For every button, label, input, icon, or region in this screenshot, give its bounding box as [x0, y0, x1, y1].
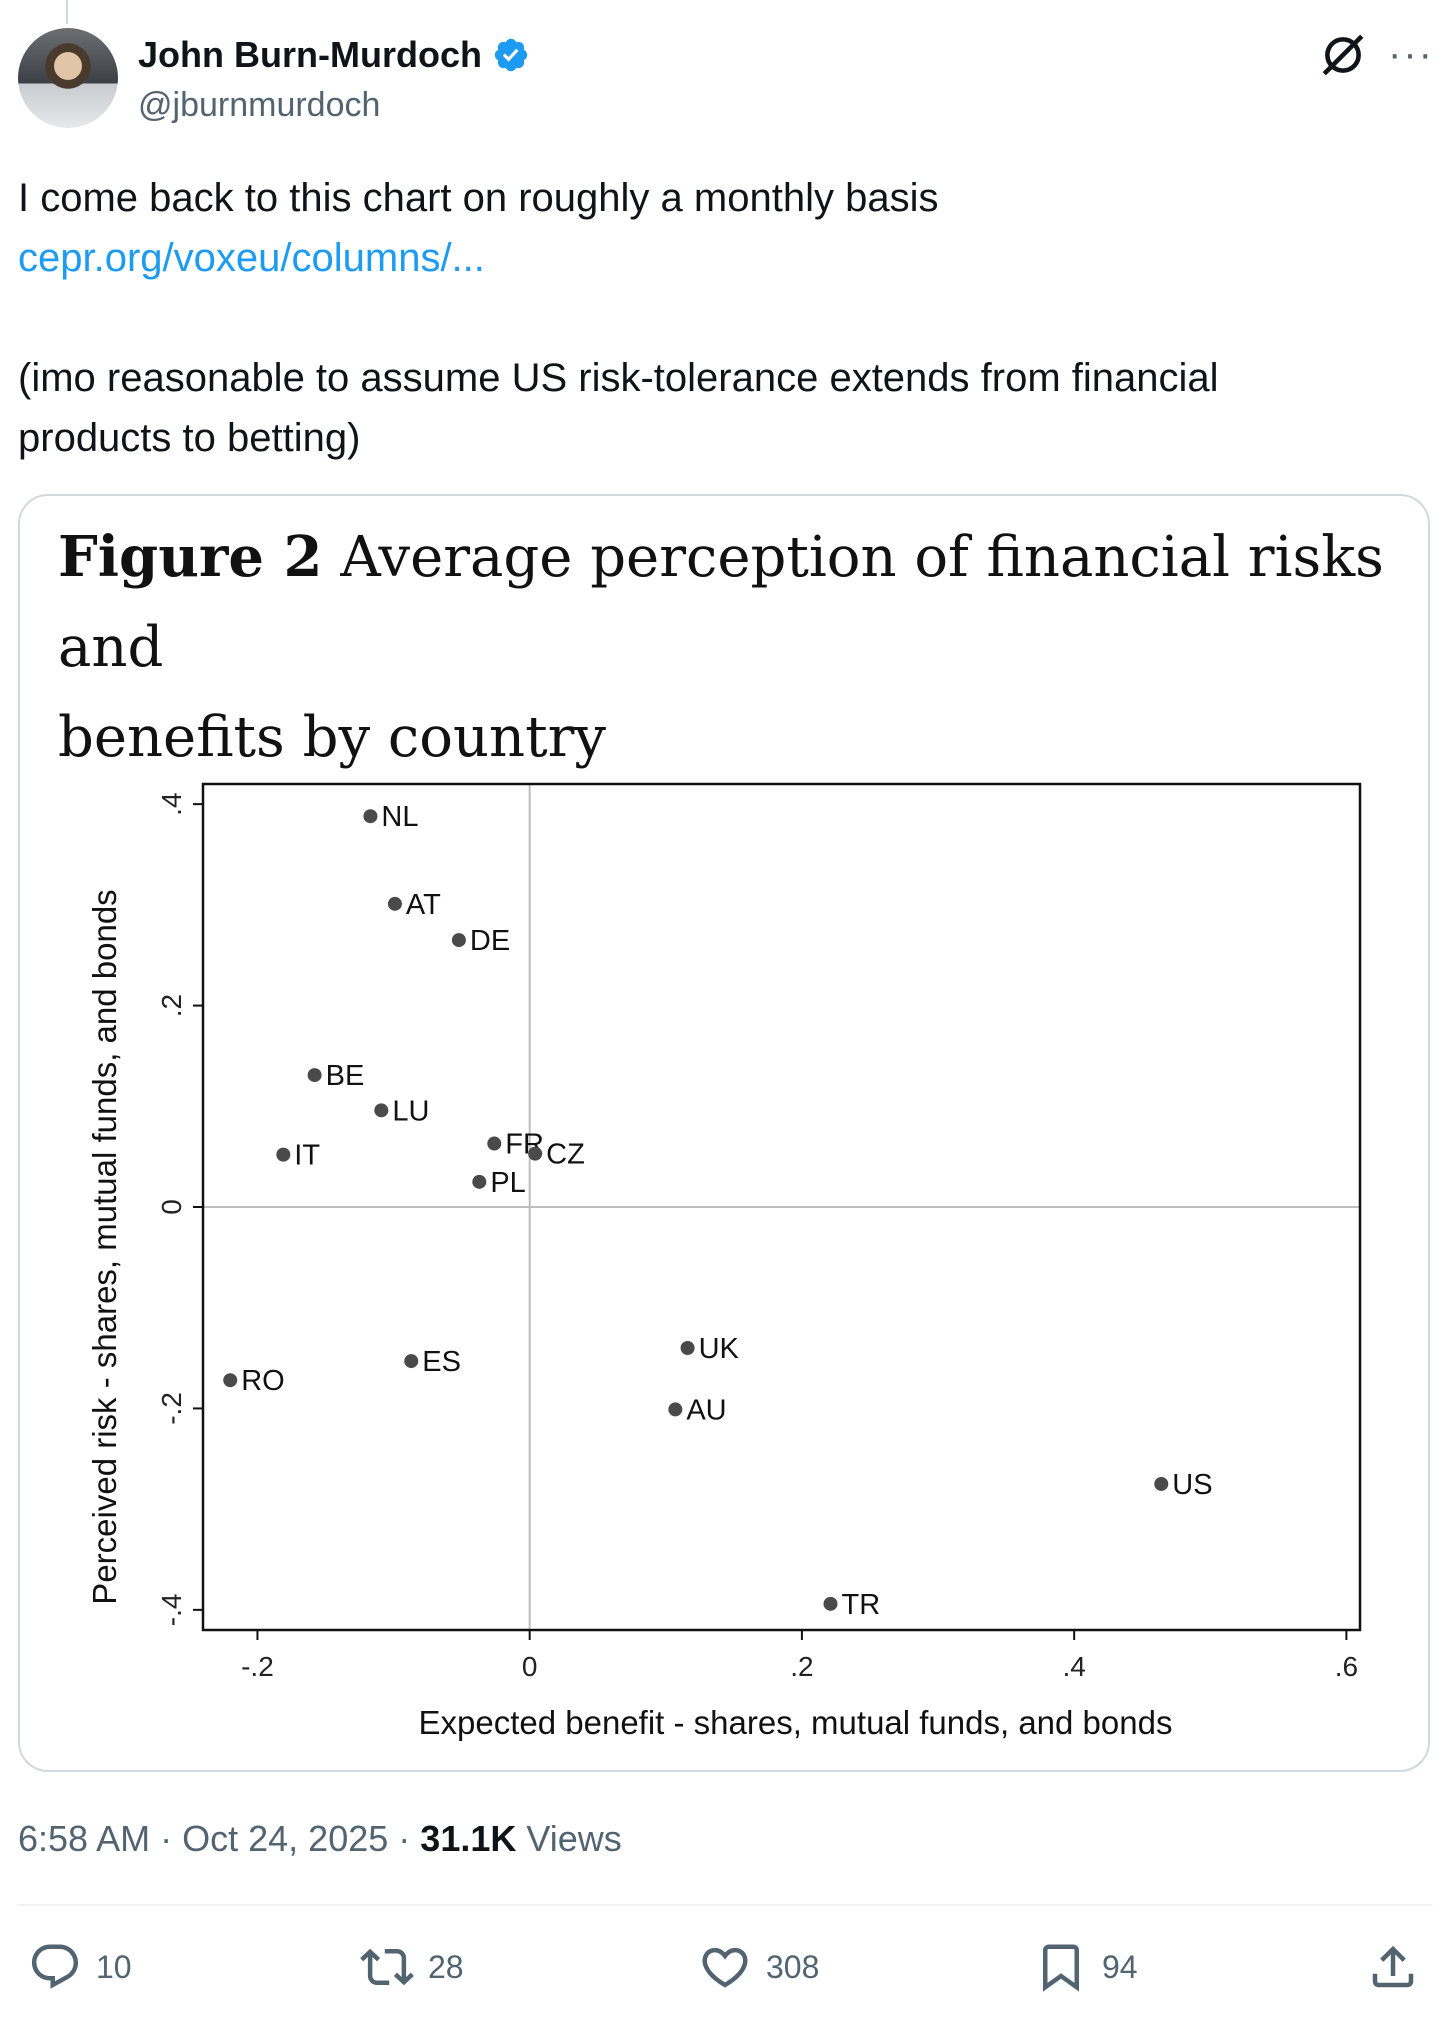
data-label-at: AT — [406, 889, 441, 921]
bookmark-count: 94 — [1102, 1948, 1138, 1985]
tweet-line-2: (imo reasonable to assume US risk-tolera… — [18, 356, 1219, 400]
data-point-pl — [472, 1174, 487, 1189]
data-label-es: ES — [422, 1346, 461, 1378]
data-label-uk: UK — [699, 1333, 740, 1365]
views-count: 31.1K — [420, 1818, 517, 1859]
data-point-it — [276, 1147, 291, 1162]
share-button[interactable] — [1366, 1940, 1420, 1994]
y-tick-label: 0 — [156, 1199, 187, 1215]
verified-badge-icon[interactable] — [492, 36, 530, 74]
figure-title-part2: benefits by country — [58, 705, 606, 770]
data-point-fr — [487, 1136, 502, 1151]
figure-title: Figure 2 Average perception of financial… — [58, 512, 1398, 783]
more-icon[interactable]: ··· — [1388, 32, 1434, 76]
figure-label: Figure 2 — [58, 524, 323, 590]
data-label-nl: NL — [381, 801, 418, 833]
data-label-de: DE — [470, 925, 510, 957]
tweet-line-3: products to betting) — [18, 416, 361, 460]
data-point-tr — [823, 1596, 838, 1611]
data-point-de — [451, 933, 466, 948]
data-label-au: AU — [686, 1394, 726, 1426]
data-point-cz — [528, 1146, 543, 1161]
like-icon — [702, 1947, 748, 1988]
bookmark-icon — [1043, 1944, 1079, 1992]
share-icon — [1372, 1945, 1414, 1988]
tweet-meta: 6:58 AM · Oct 24, 2025 · 31.1K Views — [18, 1818, 622, 1860]
data-label-lu: LU — [392, 1095, 429, 1127]
tweet-time[interactable]: 6:58 AM — [18, 1818, 151, 1859]
figure-title-part1: Average perception of financial risks an… — [58, 525, 1384, 680]
reply-button[interactable]: 10 — [28, 1940, 132, 1994]
repost-icon — [360, 1948, 414, 1986]
media-card[interactable]: Figure 2 Average perception of financial… — [18, 494, 1430, 1772]
data-point-es — [404, 1354, 419, 1369]
data-label-us: US — [1172, 1469, 1212, 1501]
data-point-us — [1154, 1476, 1169, 1491]
x-tick-label: 0 — [522, 1651, 538, 1682]
data-point-be — [307, 1068, 322, 1083]
divider — [18, 1904, 1432, 1906]
scatter-chart: -.2 0 .2 .4 .6 .4 .2 0 -.2 -.4 Expected benefit - … — [86, 782, 1362, 1741]
author-display-name[interactable]: John Burn-Murdoch — [138, 34, 482, 75]
y-tick-label: .2 — [156, 994, 187, 1017]
like-button[interactable]: 308 — [698, 1940, 819, 1994]
data-label-be: BE — [326, 1060, 365, 1092]
tweet-date[interactable]: Oct 24, 2025 — [182, 1818, 389, 1859]
data-point-uk — [680, 1341, 695, 1355]
repost-button[interactable]: 28 — [360, 1940, 464, 1994]
data-label-pl: PL — [490, 1167, 525, 1199]
x-tick-label: -.2 — [241, 1651, 274, 1682]
data-point-ro — [223, 1373, 238, 1388]
author-handle[interactable]: @jburnmurdoch — [138, 86, 381, 124]
tweet-line-1: I come back to this chart on roughly a m… — [18, 176, 939, 220]
data-label-it: IT — [294, 1140, 320, 1172]
data-point-lu — [374, 1103, 389, 1118]
data-point-at — [387, 896, 402, 911]
y-axis-title: Perceived risk - shares, mutual funds, a… — [86, 889, 123, 1604]
views-label: Views — [526, 1818, 622, 1859]
data-label-cz: CZ — [546, 1139, 585, 1171]
repost-count: 28 — [428, 1948, 464, 1985]
meta-separator: · — [160, 1818, 173, 1859]
reply-count: 10 — [96, 1948, 132, 1985]
author-name-row: John Burn-Murdoch — [138, 34, 530, 76]
bookmark-button[interactable]: 94 — [1034, 1940, 1138, 1994]
tweet-text: I come back to this chart on roughly a m… — [18, 168, 1418, 468]
x-tick-label: .4 — [1062, 1651, 1085, 1682]
x-tick-label: .6 — [1335, 1651, 1358, 1682]
grok-icon[interactable] — [1318, 30, 1368, 80]
data-label-ro: RO — [241, 1365, 284, 1397]
y-tick-label: .4 — [156, 792, 187, 815]
thread-connector — [66, 0, 68, 24]
meta-separator-2: · — [398, 1818, 411, 1859]
data-label-tr: TR — [842, 1589, 881, 1621]
x-axis-title: Expected benefit - shares, mutual funds,… — [419, 1704, 1173, 1741]
y-tick-label: -.4 — [156, 1594, 187, 1627]
x-tick-label: .2 — [790, 1651, 813, 1682]
y-tick-label: -.2 — [156, 1392, 187, 1425]
tweet-link[interactable]: cepr.org/voxeu/columns/... — [18, 236, 485, 280]
data-point-au — [668, 1402, 683, 1417]
reply-icon — [31, 1944, 79, 1989]
avatar[interactable] — [18, 28, 118, 128]
data-point-nl — [363, 809, 378, 824]
like-count: 308 — [766, 1948, 820, 1985]
